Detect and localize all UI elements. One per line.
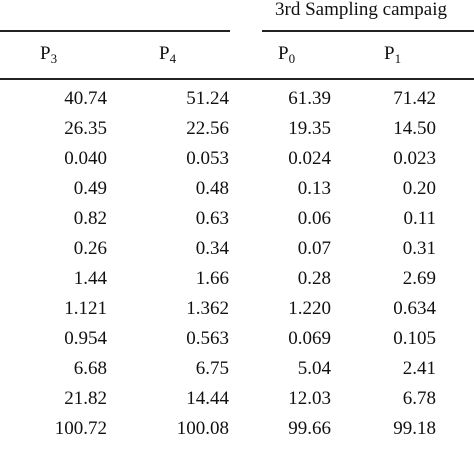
column-header-p3: P3 — [40, 43, 58, 66]
table-cell: 6.78 — [402, 388, 436, 409]
table-cell: 1.121 — [64, 298, 107, 319]
table-cell: 0.13 — [297, 178, 331, 199]
table-row: 6.68 6.75 5.04 2.41 — [0, 356, 474, 386]
table-cell: 2.69 — [402, 268, 436, 289]
table-row: 100.72 100.08 99.66 99.18 — [0, 416, 474, 446]
table-cell: 99.66 — [288, 418, 331, 439]
table-body: 40.74 51.24 61.39 71.42 26.35 22.56 19.35 14.50… — [0, 86, 474, 446]
column-header-p1: P1 — [384, 43, 402, 66]
table-cell: 0.024 — [288, 148, 331, 169]
table-cell: 0.26 — [73, 238, 107, 259]
column-header-rule — [0, 78, 474, 80]
table-row: 1.121 1.362 1.220 0.634 — [0, 296, 474, 326]
table-row: 1.44 1.66 0.28 2.69 — [0, 266, 474, 296]
table-cell: 40.74 — [64, 88, 107, 109]
table-row: 0.954 0.563 0.069 0.105 — [0, 326, 474, 356]
table-cell: 0.563 — [186, 328, 229, 349]
column-header-p0: P0 — [278, 43, 296, 66]
column-header-p4: P4 — [159, 43, 177, 66]
table-cell: 0.31 — [402, 238, 436, 259]
table-cell: 19.35 — [288, 118, 331, 139]
table-cell: 0.11 — [403, 208, 436, 229]
table-cell: 14.44 — [186, 388, 229, 409]
table-row: 26.35 22.56 19.35 14.50 — [0, 116, 474, 146]
table-cell: 26.35 — [64, 118, 107, 139]
table-cell: 0.48 — [195, 178, 229, 199]
header-rule-left — [0, 30, 230, 32]
table-cell: 6.68 — [73, 358, 107, 379]
table-row: 40.74 51.24 61.39 71.42 — [0, 86, 474, 116]
table-cell: 0.954 — [64, 328, 107, 349]
table-cell: 71.42 — [393, 88, 436, 109]
table-cell: 6.75 — [195, 358, 229, 379]
table-cell: 51.24 — [186, 88, 229, 109]
table-row: 0.82 0.63 0.06 0.11 — [0, 206, 474, 236]
table-cell: 0.28 — [297, 268, 331, 289]
table-cell: 0.023 — [393, 148, 436, 169]
table-cell: 0.07 — [297, 238, 331, 259]
table-cell: 12.03 — [288, 388, 331, 409]
table-cell: 1.362 — [186, 298, 229, 319]
table-cell: 0.34 — [195, 238, 229, 259]
table-cell: 1.44 — [73, 268, 107, 289]
table-cell: 0.20 — [402, 178, 436, 199]
table-cell: 22.56 — [186, 118, 229, 139]
table-cell: 0.49 — [73, 178, 107, 199]
table-row: 21.82 14.44 12.03 6.78 — [0, 386, 474, 416]
table-cell: 0.105 — [393, 328, 436, 349]
table-cell: 100.08 — [176, 418, 229, 439]
table-cell: 21.82 — [64, 388, 107, 409]
table-cell: 1.220 — [288, 298, 331, 319]
table-cell: 2.41 — [402, 358, 436, 379]
table-row: 0.49 0.48 0.13 0.20 — [0, 176, 474, 206]
table-row: 0.26 0.34 0.07 0.31 — [0, 236, 474, 266]
table-cell: 0.069 — [288, 328, 331, 349]
table-cell: 0.63 — [195, 208, 229, 229]
table-cell: 0.053 — [186, 148, 229, 169]
table-cell: 100.72 — [54, 418, 107, 439]
table-row: 0.040 0.053 0.024 0.023 — [0, 146, 474, 176]
table-cell: 0.06 — [297, 208, 331, 229]
table-cell: 14.50 — [393, 118, 436, 139]
table-cell: 0.82 — [73, 208, 107, 229]
table-cell: 0.634 — [393, 298, 436, 319]
header-rule-right — [262, 30, 474, 32]
table-cell: 99.18 — [393, 418, 436, 439]
campaign-header: 3rd Sampling campaig — [275, 0, 448, 20]
table-cell: 1.66 — [195, 268, 229, 289]
table-cell: 0.040 — [64, 148, 107, 169]
table-cell: 61.39 — [288, 88, 331, 109]
table-cell: 5.04 — [297, 358, 331, 379]
